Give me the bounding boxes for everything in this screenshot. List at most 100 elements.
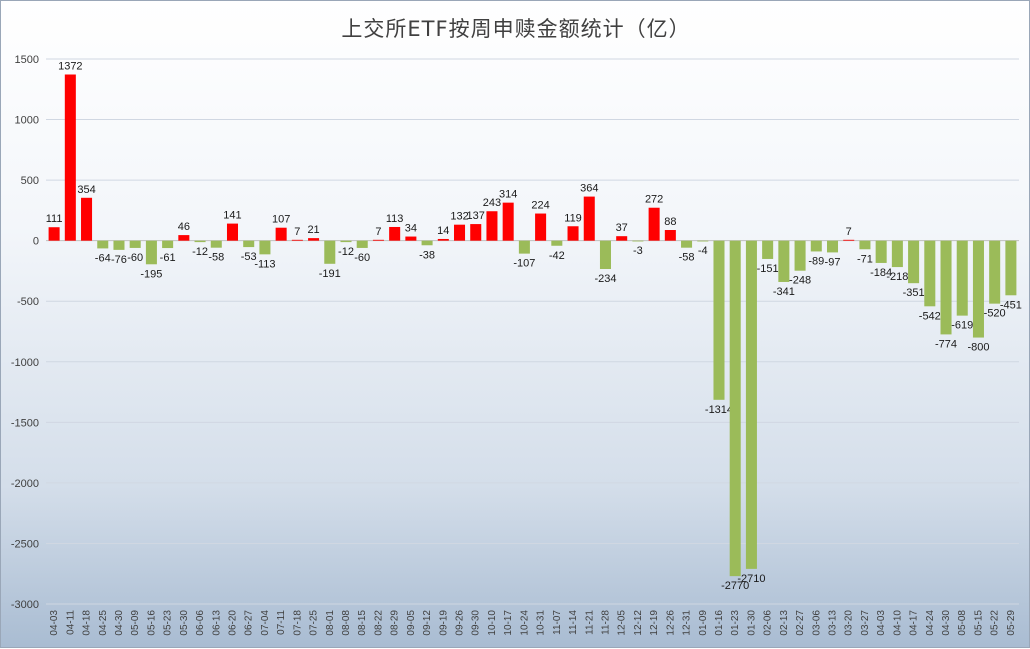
x-tick-label: 07-18 <box>292 610 303 636</box>
data-label: 111 <box>46 213 63 225</box>
x-tick-label: 12-26 <box>665 610 676 636</box>
x-tick-label: 07-04 <box>260 610 271 636</box>
x-tick-label: 12-31 <box>682 610 693 636</box>
x-tick-label: 06-27 <box>244 610 255 636</box>
x-tick-label: 04-30 <box>941 610 952 636</box>
x-tick-label: 10-10 <box>487 610 498 636</box>
bar <box>81 197 93 241</box>
x-tick-label: 05-15 <box>973 610 984 636</box>
data-label: -774 <box>935 338 957 350</box>
bar <box>48 227 60 241</box>
data-label: 37 <box>616 222 628 234</box>
data-label: 314 <box>499 189 517 201</box>
bar <box>113 240 125 250</box>
bar <box>97 240 109 249</box>
data-label: -520 <box>984 308 1006 320</box>
x-tick-label: 08-22 <box>373 610 384 636</box>
x-tick-label: 01-16 <box>714 610 725 636</box>
x-tick-label: 11-07 <box>552 610 563 635</box>
bar <box>356 240 368 248</box>
bar <box>518 240 530 254</box>
bar <box>421 240 433 246</box>
data-label: -184 <box>870 267 892 279</box>
bar <box>891 240 903 268</box>
bar <box>810 240 822 252</box>
x-tick-label: 04-10 <box>892 610 903 636</box>
bar <box>324 240 336 264</box>
x-tick-label: 04-24 <box>925 610 936 636</box>
x-tick-label: 03-20 <box>844 610 855 636</box>
x-tick-label: 05-16 <box>146 610 157 636</box>
x-tick-label: 08-08 <box>341 610 352 636</box>
bar <box>972 240 984 338</box>
bar <box>843 239 855 241</box>
bar <box>454 224 466 241</box>
x-tick-label: 11-14 <box>568 610 579 635</box>
x-tick-label: 03-27 <box>860 610 871 636</box>
bar <box>291 239 303 241</box>
bar <box>64 74 76 241</box>
bar <box>762 240 774 259</box>
chart-title: 上交所ETF按周申赎金额统计（亿） <box>341 17 691 41</box>
x-tick-label: 10-24 <box>519 610 530 636</box>
data-label: -97 <box>825 256 841 268</box>
bar <box>648 207 660 241</box>
data-label: -60 <box>354 252 370 264</box>
bar <box>745 240 757 569</box>
bar <box>908 240 920 284</box>
bar <box>259 240 271 255</box>
bar <box>129 240 141 248</box>
x-tick-label: 05-30 <box>179 610 190 636</box>
data-label: -234 <box>594 273 616 285</box>
x-tick-label: 05-09 <box>130 610 141 636</box>
x-tick-label: 11-28 <box>600 610 611 635</box>
bar <box>794 240 806 271</box>
data-label: 21 <box>307 224 319 236</box>
data-label: 7 <box>294 226 300 238</box>
bar <box>372 239 384 241</box>
data-label: -60 <box>127 252 143 264</box>
x-tick-label: 03-13 <box>828 610 839 636</box>
data-label: 88 <box>664 216 676 228</box>
x-tick-label: 09-26 <box>455 610 466 636</box>
bar <box>1005 240 1017 296</box>
x-tick-label: 04-03 <box>49 610 60 636</box>
data-label: -2710 <box>737 573 765 585</box>
data-label: -1314 <box>705 404 733 416</box>
x-tick-label: 04-17 <box>909 610 920 636</box>
y-tick-label: -2000 <box>11 478 39 490</box>
x-tick-label: 02-27 <box>795 610 806 636</box>
data-label: -195 <box>140 268 162 280</box>
x-tick-label: 12-12 <box>633 610 644 636</box>
x-tick-label: 04-30 <box>114 610 125 636</box>
data-label: 132 <box>450 211 468 223</box>
x-tick-label: 06-20 <box>227 610 238 636</box>
data-label: -64 <box>95 252 111 264</box>
x-tick-label: 09-19 <box>438 610 449 636</box>
x-tick-label: 07-11 <box>276 610 287 635</box>
bar <box>340 240 352 243</box>
data-label: 1372 <box>58 61 82 73</box>
bar <box>275 227 287 241</box>
x-tick-label: 05-23 <box>163 610 174 636</box>
data-label: -341 <box>773 286 795 298</box>
data-label: -76 <box>111 254 127 266</box>
bar <box>178 235 190 241</box>
bar <box>989 240 1001 304</box>
data-label: 113 <box>386 213 404 225</box>
data-label: -107 <box>513 258 535 270</box>
bar <box>535 213 547 241</box>
y-tick-label: 1500 <box>15 54 39 66</box>
bar <box>389 226 401 241</box>
x-tick-label: 04-11 <box>65 610 76 635</box>
data-label: 272 <box>645 194 663 206</box>
x-tick-label: 07-25 <box>309 610 320 636</box>
bar <box>194 240 206 243</box>
y-tick-label: -1000 <box>11 357 39 369</box>
x-tick-label: 10-17 <box>503 610 514 636</box>
bar <box>162 240 174 249</box>
x-tick-label: 06-13 <box>211 610 222 636</box>
data-label: 34 <box>405 223 417 235</box>
data-label: 7 <box>846 226 852 238</box>
